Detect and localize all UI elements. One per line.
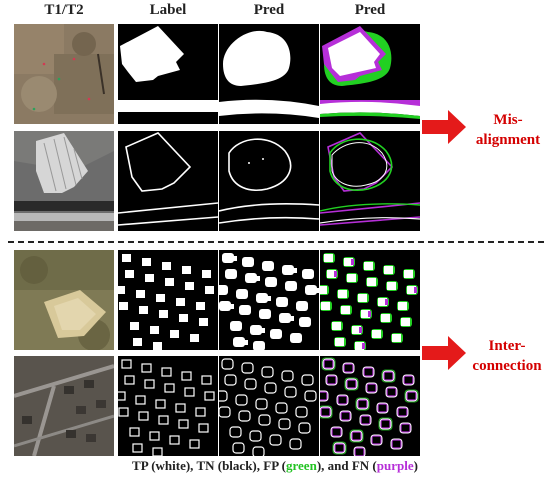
- pred-tile-row2: [219, 131, 319, 231]
- overlay-tile-row3: [320, 250, 420, 350]
- legend-caption: TP (white), TN (black), FP (green), and …: [0, 458, 550, 474]
- interconnection-line2: connection: [472, 358, 542, 374]
- pred-tile-row1: [219, 24, 319, 124]
- caption-fp-word: green: [286, 458, 317, 473]
- label-tile-row2: [118, 131, 218, 231]
- photo-tile-row4: [14, 356, 114, 456]
- caption-fn-word: purple: [376, 458, 414, 473]
- section-divider: [8, 241, 544, 243]
- interconnection-annotation: Inter- connection: [464, 336, 550, 376]
- misalignment-line1: Mis-: [493, 112, 523, 128]
- misalignment-line2: alignment: [475, 132, 541, 148]
- label-tile-row4: [118, 356, 218, 456]
- caption-part1: TP (white), TN (black), FP (: [132, 458, 286, 473]
- misalignment-annotation: Mis- alignment: [466, 110, 550, 150]
- pred-tile-row4: [219, 356, 319, 456]
- label-tile-row1: [118, 24, 218, 124]
- caption-part3: ): [413, 458, 418, 473]
- col-header-t1t2: T1/T2: [44, 2, 84, 18]
- caption-part2: ), and FN (: [316, 458, 377, 473]
- col-header-pred-overlay: Pred: [354, 2, 386, 18]
- overlay-tile-row1: [320, 24, 420, 124]
- overlay-tile-row2: [320, 131, 420, 231]
- photo-tile-row1: [14, 24, 114, 124]
- arrow-right-icon: [422, 110, 466, 144]
- overlay-tile-row4: [320, 356, 420, 456]
- arrow-right-icon: [422, 336, 466, 370]
- label-tile-row3: [118, 250, 218, 350]
- col-header-pred: Pred: [253, 2, 285, 18]
- col-header-label: Label: [149, 2, 187, 18]
- interconnection-line1: Inter-: [488, 338, 526, 354]
- pred-tile-row3: [219, 250, 319, 350]
- photo-tile-row3: [14, 250, 114, 350]
- photo-tile-row2: [14, 131, 114, 231]
